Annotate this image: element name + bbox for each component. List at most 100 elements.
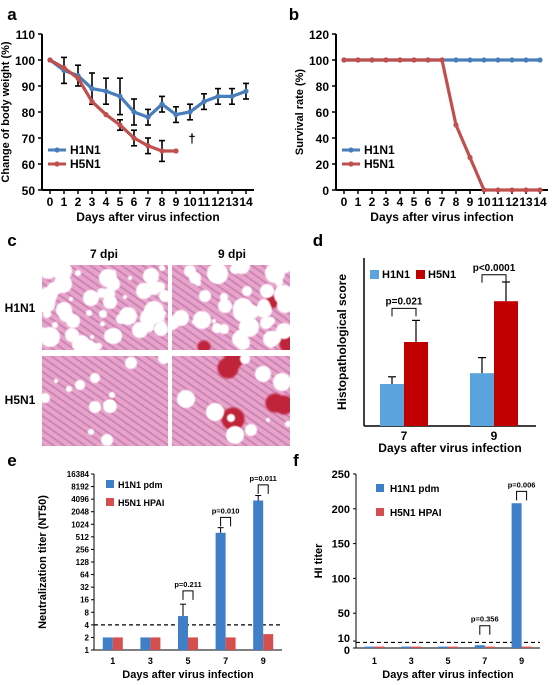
bar-h1n1-pdm-day9 <box>511 503 522 648</box>
p-value-label: p=0.211 <box>174 580 201 589</box>
data-point <box>509 187 515 193</box>
x-tick-label: 8 <box>453 195 460 209</box>
x-tick-label: 6 <box>425 195 432 209</box>
significance-bracket <box>516 490 528 501</box>
x-tick-label: 3 <box>89 195 96 209</box>
data-point <box>215 93 221 99</box>
data-point <box>355 57 361 63</box>
x-tick-label: 7 <box>401 429 408 443</box>
micrograph-h5n1-9dpi <box>172 356 290 446</box>
bar-h5n1-hpai-day7 <box>225 637 236 650</box>
col-header-9dpi: 9 dpi <box>218 247 246 261</box>
micrograph-h1n1-7dpi <box>42 265 168 350</box>
death-dagger: † <box>188 131 195 146</box>
y-tick-label: 2 <box>85 633 90 642</box>
data-point <box>47 57 53 63</box>
y-axis-label: Neutralization titer (NT50) <box>37 495 49 629</box>
bar-h1n1-pdm-day3 <box>401 646 412 648</box>
x-tick-label: 12 <box>505 195 519 209</box>
data-point <box>481 57 487 63</box>
data-point <box>369 57 375 63</box>
y-axis-label: Histopathological score <box>335 274 349 410</box>
x-tick-label: 4 <box>397 195 404 209</box>
x-axis-label: Days after virus infection <box>378 441 521 455</box>
y-tick-label: 512 <box>76 533 90 542</box>
x-tick-label: 13 <box>519 195 533 209</box>
y-tick-label: 128 <box>76 558 90 567</box>
data-point <box>159 148 165 154</box>
bar-h5n1-hpai-day1 <box>374 646 385 648</box>
p-value-label: p=0.021 <box>386 296 423 307</box>
x-tick-label: 7 <box>482 656 487 666</box>
legend-label: H1N1 <box>364 143 395 157</box>
y-tick-label: 2048 <box>71 508 89 517</box>
p-value-label: p=0.356 <box>471 615 499 624</box>
y-tick-label: 10 <box>338 633 350 645</box>
x-tick-label: 7 <box>223 656 228 666</box>
bar-h1n1-day7 <box>380 384 404 426</box>
p-value-label: p=0.011 <box>250 474 277 483</box>
data-point <box>103 88 109 94</box>
data-point <box>439 57 445 63</box>
x-tick-label: 3 <box>148 656 153 666</box>
micrograph-h1n1-9dpi <box>172 265 290 350</box>
y-tick-label: 100 <box>309 54 329 68</box>
data-point <box>537 187 543 193</box>
x-tick-label: 5 <box>411 195 418 209</box>
data-point <box>145 143 151 149</box>
y-tick-label: 1024 <box>71 520 89 529</box>
panel-letter-b: b <box>289 5 299 24</box>
y-tick-label: 0 <box>344 645 350 657</box>
x-tick-label: 12 <box>211 195 225 209</box>
row-header-h1n1: H1N1 <box>5 301 36 315</box>
y-tick-label: 0 <box>322 184 329 198</box>
legend-label: H1N1 <box>382 269 410 281</box>
data-point <box>523 57 529 63</box>
data-point <box>537 57 543 63</box>
y-tick-label: 64 <box>80 571 89 580</box>
y-axis-label: Survival rate (%) <box>294 69 306 156</box>
data-point <box>509 57 515 63</box>
significance-bracket <box>391 307 417 317</box>
bar-h5n1-hpai-day5 <box>188 637 198 650</box>
x-axis-label: Days after virus infection <box>122 669 254 681</box>
y-tick-label: 90 <box>22 80 36 94</box>
col-header-7dpi: 7 dpi <box>90 247 118 261</box>
panel-letter-e: e <box>7 451 16 470</box>
x-tick-label: 13 <box>225 195 239 209</box>
x-tick-label: 11 <box>492 195 505 209</box>
legend-label: H5N1 HPAI <box>390 508 442 519</box>
panel-letter-f: f <box>293 451 299 470</box>
bar-h1n1-pdm-day3 <box>140 637 151 650</box>
y-tick-label: 70 <box>22 132 36 146</box>
data-point <box>103 112 109 118</box>
data-point <box>201 99 207 105</box>
legend-marker <box>348 147 354 153</box>
bar-h5n1-hpai-day3 <box>411 646 422 648</box>
bar-h5n1-hpai-day7 <box>484 646 495 648</box>
y-tick-label: 20 <box>316 158 330 172</box>
significance-bracket <box>257 484 269 494</box>
x-tick-label: 9 <box>261 656 266 666</box>
data-point <box>495 187 501 193</box>
y-tick-label: 16 <box>80 596 89 605</box>
y-tick-label: 100 <box>15 54 35 68</box>
data-point <box>397 57 403 63</box>
y-tick-label: 8 <box>85 608 90 617</box>
data-point <box>131 135 137 141</box>
x-tick-label: 2 <box>369 195 376 209</box>
p-value-label: p<0.0001 <box>473 263 516 274</box>
bar-h1n1-pdm-day9 <box>253 500 264 650</box>
x-tick-label: 6 <box>131 195 138 209</box>
x-tick-label: 3 <box>383 195 390 209</box>
panel-letter-d: d <box>313 231 323 250</box>
data-point <box>117 93 123 99</box>
y-tick-label: 110 <box>16 28 36 42</box>
data-point <box>61 65 67 71</box>
bar-h5n1-hpai-day9 <box>263 634 274 650</box>
legend-swatch-h1n1 <box>370 270 379 279</box>
legend-swatch-h5n1 <box>416 270 425 279</box>
data-point <box>425 57 431 63</box>
x-tick-label: 10 <box>477 195 491 209</box>
